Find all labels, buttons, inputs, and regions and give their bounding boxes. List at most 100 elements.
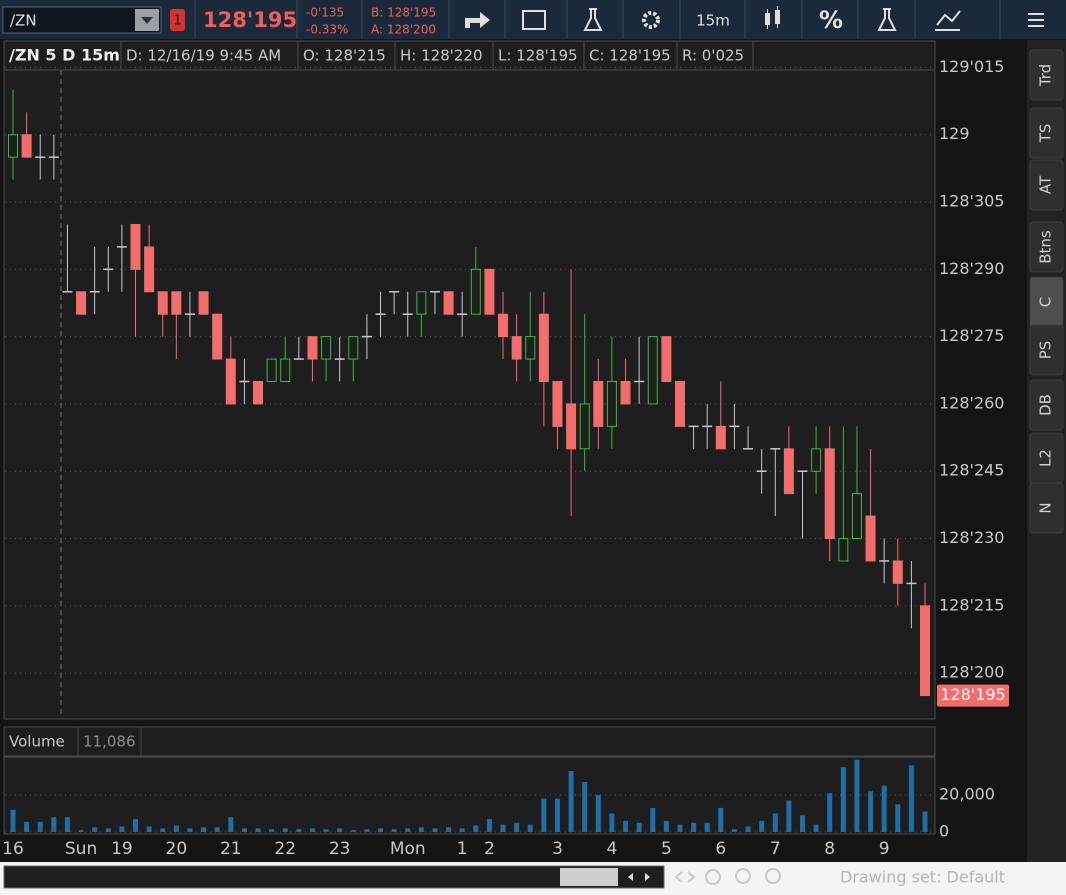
sidebar-tab-label: DB bbox=[1037, 394, 1055, 416]
volume-bar bbox=[704, 822, 710, 832]
y-tick-label: 128'245 bbox=[939, 461, 1004, 480]
style-icon[interactable] bbox=[765, 6, 780, 29]
volume-bar bbox=[64, 817, 70, 832]
volume-bar bbox=[146, 826, 152, 832]
notes-icon[interactable] bbox=[522, 10, 546, 30]
candle-body bbox=[280, 358, 291, 383]
bar-close: C: 128'195 bbox=[589, 47, 671, 65]
volume-bar bbox=[745, 826, 751, 832]
zoom-icons[interactable] bbox=[674, 868, 781, 885]
volume-bar bbox=[446, 827, 452, 832]
badge-count: 1 bbox=[173, 14, 181, 29]
toolbar-separators bbox=[194, 0, 1001, 39]
volume-bar bbox=[718, 807, 724, 832]
menu-icon[interactable] bbox=[1028, 13, 1044, 27]
candle-body bbox=[892, 560, 903, 584]
candle-body bbox=[525, 336, 536, 360]
studies-icon-2[interactable] bbox=[877, 8, 897, 31]
drawings-icon[interactable] bbox=[935, 10, 961, 31]
y-tick-label: 20,000 bbox=[939, 784, 995, 803]
sidebar-tab[interactable] bbox=[1029, 324, 1064, 376]
volume-bar bbox=[51, 817, 57, 832]
settings-icon[interactable] bbox=[642, 11, 660, 29]
candle-body bbox=[661, 336, 672, 382]
panel-title: Volume bbox=[9, 733, 65, 751]
volume-bar bbox=[214, 827, 220, 832]
sidebar-tab[interactable] bbox=[1029, 379, 1064, 431]
volume-bar bbox=[37, 821, 43, 832]
volume-bar bbox=[691, 822, 697, 832]
dropdown-arrow bbox=[141, 17, 153, 24]
candle-body bbox=[838, 538, 849, 562]
sidebar-tab-label: C bbox=[1037, 297, 1055, 307]
volume-bar bbox=[296, 829, 302, 832]
sidebar-tab-label: PS bbox=[1037, 341, 1055, 360]
volume-bar bbox=[459, 828, 465, 832]
share-icon[interactable] bbox=[465, 12, 490, 28]
alert-badge[interactable] bbox=[170, 9, 185, 31]
volume-bar bbox=[323, 829, 329, 832]
bar-low: L: 128'195 bbox=[498, 47, 578, 65]
x-tick-label: 21 bbox=[220, 839, 242, 859]
volume-bar bbox=[527, 824, 533, 832]
candle-body bbox=[579, 403, 590, 450]
candle-body bbox=[348, 336, 359, 360]
volume-bar bbox=[160, 828, 166, 832]
bar-open: O: 128'215 bbox=[303, 47, 386, 65]
volume-bar bbox=[378, 828, 384, 832]
studies-icon[interactable] bbox=[583, 8, 603, 31]
info-header bbox=[3, 40, 936, 71]
candle-body bbox=[225, 358, 236, 405]
volume-bar bbox=[854, 759, 860, 832]
bar-date: D: 12/16/19 9:45 AM bbox=[126, 47, 281, 65]
volume-bar bbox=[337, 828, 343, 832]
volume-bar bbox=[881, 785, 887, 832]
volume-bar bbox=[350, 830, 356, 832]
scroll-arrows[interactable] bbox=[628, 873, 650, 881]
sidebar-tab-label: Btns bbox=[1037, 230, 1055, 264]
percent-toggle[interactable]: % bbox=[819, 6, 843, 34]
volume-bar bbox=[391, 829, 397, 832]
candle-body bbox=[824, 448, 835, 540]
sidebar-tab[interactable] bbox=[1029, 159, 1064, 211]
sidebar-tab[interactable] bbox=[1029, 482, 1064, 534]
candle-body bbox=[647, 336, 658, 405]
candle-body bbox=[144, 246, 155, 293]
candle-body bbox=[8, 134, 18, 158]
candle-body bbox=[552, 381, 563, 427]
sidebar-tab[interactable] bbox=[1029, 221, 1064, 273]
x-tick-label: 4 bbox=[607, 839, 618, 859]
candle-body bbox=[416, 291, 427, 315]
candle-body bbox=[130, 223, 141, 270]
volume-bar bbox=[582, 782, 588, 832]
x-tick-label: 20 bbox=[166, 839, 188, 859]
candle-body bbox=[171, 291, 182, 315]
candle-body bbox=[443, 291, 454, 315]
sidebar-tab-label: AT bbox=[1037, 175, 1055, 194]
interval[interactable]: 15m bbox=[696, 12, 730, 30]
candle-body bbox=[307, 336, 318, 360]
volume-bar bbox=[405, 828, 411, 832]
sidebar-tab[interactable] bbox=[1029, 107, 1064, 159]
candle-body bbox=[21, 134, 32, 158]
volume-bar bbox=[473, 825, 479, 832]
drawing-set[interactable]: Drawing set: Default bbox=[840, 868, 1005, 887]
x-tick-label: 19 bbox=[111, 839, 133, 859]
candle-body bbox=[212, 313, 223, 360]
percent-change: -0.33% bbox=[306, 23, 348, 37]
x-tick-label: 6 bbox=[715, 839, 726, 859]
x-tick-label: 1 bbox=[457, 839, 468, 859]
volume-bar bbox=[786, 800, 792, 832]
volume-bar bbox=[24, 821, 30, 832]
y-tick-label: 128'290 bbox=[939, 259, 1004, 278]
volume-bar bbox=[432, 828, 438, 832]
volume-bar bbox=[201, 827, 207, 832]
volume-bar bbox=[663, 820, 669, 832]
scroll-thumb[interactable] bbox=[560, 868, 618, 886]
symbol-input[interactable] bbox=[2, 6, 162, 34]
x-tick-label: Sun bbox=[65, 839, 97, 859]
symbol: /ZN bbox=[10, 12, 37, 30]
sidebar-tab[interactable] bbox=[1029, 49, 1064, 101]
scrollbar[interactable] bbox=[3, 865, 665, 889]
